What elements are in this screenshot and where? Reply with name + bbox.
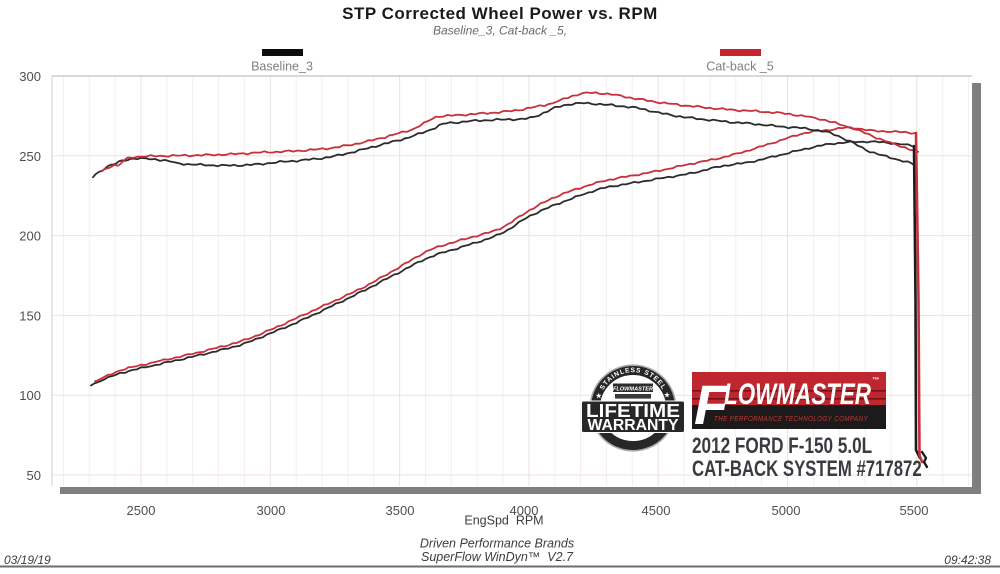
svg-text:5000: 5000	[772, 503, 801, 518]
svg-text:4000: 4000	[510, 503, 539, 518]
svg-text:Baseline_3: Baseline_3	[251, 60, 313, 74]
svg-text:4500: 4500	[642, 503, 671, 518]
svg-text:2012 FORD F-150 5.0L: 2012 FORD F-150 5.0L	[692, 434, 872, 459]
svg-text:250: 250	[19, 149, 41, 164]
svg-text:Baseline_3, Cat-back _5,: Baseline_3, Cat-back _5,	[433, 24, 567, 38]
svg-text:LIFETIME: LIFETIME	[586, 401, 680, 421]
svg-text:150: 150	[19, 308, 41, 323]
svg-text:200: 200	[19, 229, 41, 244]
svg-text:STP Corrected Wheel Power vs.: STP Corrected Wheel Power vs. RPM	[342, 4, 658, 23]
svg-text:SuperFlow WinDyn™ V2.7: SuperFlow WinDyn™ V2.7	[421, 550, 574, 564]
svg-text:WARRANTY: WARRANTY	[588, 417, 680, 434]
svg-text:100: 100	[19, 388, 41, 403]
svg-text:50: 50	[27, 468, 41, 483]
svg-text:F: F	[694, 373, 730, 436]
svg-text:EngSpd RPM: EngSpd RPM	[464, 514, 543, 528]
svg-text:03/19/19: 03/19/19	[4, 553, 51, 567]
svg-text:300: 300	[19, 69, 41, 84]
svg-text:THE PERFORMANCE TECHNOLOGY COM: THE PERFORMANCE TECHNOLOGY COMPANY	[714, 414, 869, 423]
svg-text:3000: 3000	[257, 503, 286, 518]
svg-text:CAT-BACK SYSTEM #717872: CAT-BACK SYSTEM #717872	[692, 457, 922, 482]
svg-text:2500: 2500	[127, 503, 156, 518]
svg-text:3500: 3500	[386, 503, 415, 518]
svg-text:5500: 5500	[900, 503, 929, 518]
svg-text:Cat-back _5: Cat-back _5	[706, 60, 773, 74]
svg-text:LOWMASTER: LOWMASTER	[724, 378, 871, 411]
svg-text:09:42:38: 09:42:38	[944, 553, 991, 567]
svg-text:Driven Performance Brands: Driven Performance Brands	[420, 537, 574, 551]
svg-text:FLOWMASTER: FLOWMASTER	[613, 387, 653, 393]
svg-text:™: ™	[872, 377, 879, 384]
